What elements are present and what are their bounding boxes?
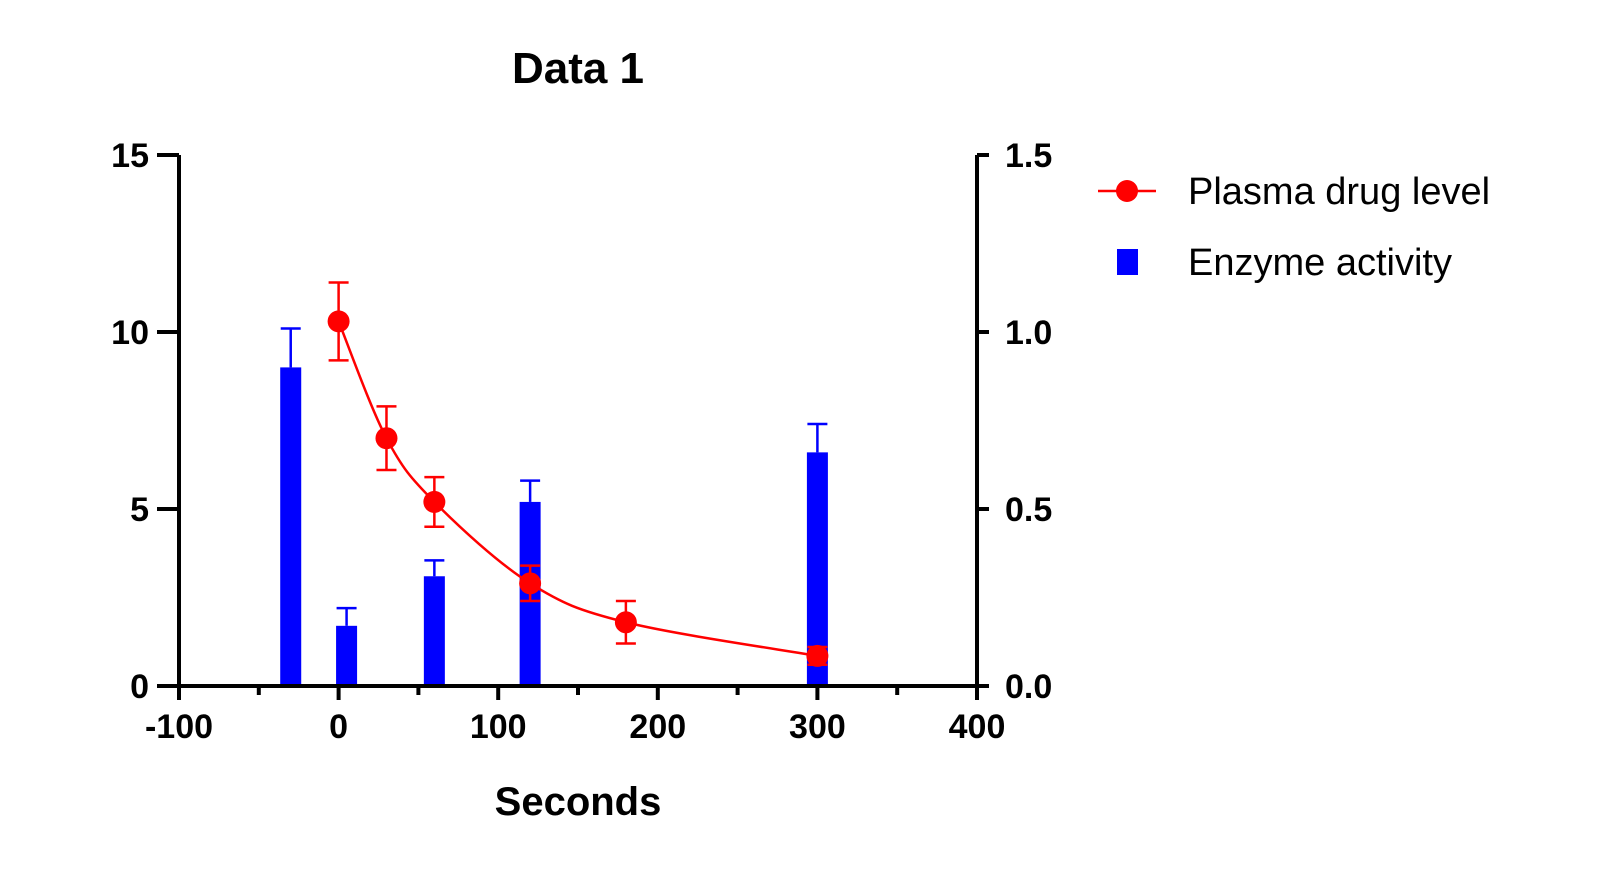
data-point — [423, 490, 446, 513]
chart-title: Data 1 — [512, 44, 644, 93]
y-right-tick-label: 0.5 — [1005, 491, 1052, 529]
x-tick-label: -100 — [145, 708, 213, 746]
x-tick-label: 400 — [949, 708, 1006, 746]
y-right-tick-label: 1.0 — [1005, 314, 1052, 352]
legend-item-enzyme: Enzyme activity — [1117, 242, 1452, 284]
y-left-tick-label: 10 — [111, 314, 149, 352]
legend-marker-circle — [1116, 180, 1138, 202]
legend-item-plasma: Plasma drug level — [1098, 171, 1490, 213]
legend-bar-swatch — [1117, 249, 1138, 275]
x-axis-title: Seconds — [495, 780, 662, 824]
data-point — [375, 427, 398, 450]
bar — [336, 625, 358, 686]
x-tick-label: 100 — [470, 708, 527, 746]
x-tick-label: 200 — [629, 708, 686, 746]
bar — [280, 367, 302, 686]
data-point — [327, 310, 350, 333]
y-right-tick-label: 1.5 — [1005, 137, 1052, 175]
y-left-tick-label: 0 — [130, 668, 149, 706]
line-layer — [327, 281, 829, 667]
plasma-fit-curve — [337, 320, 818, 658]
bar — [423, 576, 445, 686]
data-point — [614, 611, 637, 634]
legend-label-plasma: Plasma drug level — [1188, 171, 1490, 213]
data-point — [806, 644, 829, 667]
y-left-tick-label: 15 — [111, 137, 149, 175]
y-right-tick-label: 0.0 — [1005, 668, 1052, 706]
y-left-tick-label: 5 — [130, 491, 149, 529]
data-point — [519, 572, 542, 595]
x-tick-label: 0 — [329, 708, 348, 746]
legend-label-enzyme: Enzyme activity — [1188, 242, 1452, 284]
x-tick-label: 300 — [789, 708, 846, 746]
legend: Plasma drug level Enzyme activity — [1098, 171, 1490, 284]
bar — [806, 452, 828, 686]
